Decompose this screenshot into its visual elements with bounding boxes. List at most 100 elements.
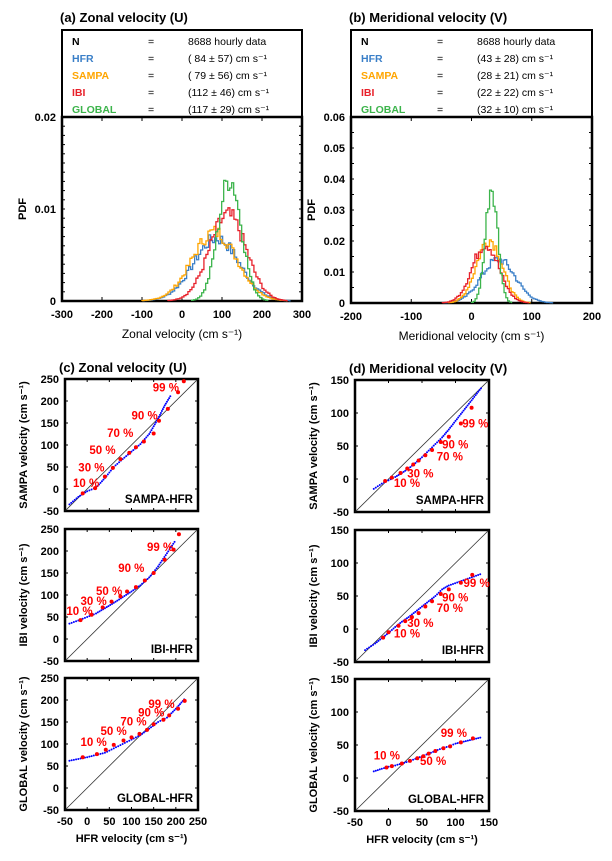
legend-equals: = bbox=[437, 53, 443, 65]
qq-point bbox=[108, 471, 111, 474]
x-tick-label: 100 bbox=[446, 817, 464, 829]
legend-equals: = bbox=[437, 104, 443, 116]
percentile-label: 90 % bbox=[442, 440, 468, 452]
qq-point bbox=[475, 574, 478, 577]
y-axis-label: PDF bbox=[17, 198, 29, 220]
qq-point bbox=[404, 469, 407, 472]
qq-point bbox=[479, 387, 482, 390]
y-tick-label: 150 bbox=[331, 375, 349, 387]
percentile-marker bbox=[446, 434, 451, 439]
qq-point bbox=[374, 486, 377, 489]
y-tick-label: 100 bbox=[331, 408, 349, 420]
qq-point bbox=[412, 758, 415, 761]
percentile-marker bbox=[93, 486, 98, 491]
percentile-marker bbox=[94, 752, 99, 757]
qq-point bbox=[92, 754, 95, 757]
qq-point bbox=[477, 574, 480, 577]
qq-point bbox=[450, 425, 453, 428]
percentile-label: 70 % bbox=[437, 452, 463, 464]
qq-point bbox=[447, 584, 450, 587]
percentile-label: 10 % bbox=[81, 737, 107, 749]
y-tick-label: 0.04 bbox=[324, 174, 346, 186]
qq-point bbox=[459, 413, 462, 416]
qq-point bbox=[451, 582, 454, 585]
qq-point bbox=[86, 490, 89, 493]
percentile-marker bbox=[182, 698, 187, 703]
percentile-marker bbox=[151, 571, 156, 575]
qq-point bbox=[139, 584, 142, 587]
y-tick-label: 100 bbox=[41, 590, 59, 602]
identity-line bbox=[64, 528, 199, 662]
chart-title: (a) Zonal velocity (U) bbox=[60, 10, 188, 25]
qq-point bbox=[90, 488, 93, 491]
qq-point bbox=[449, 426, 452, 429]
percentile-marker bbox=[176, 390, 181, 395]
qq-point bbox=[139, 443, 142, 446]
qq-point bbox=[108, 749, 111, 752]
y-tick-label: 0 bbox=[343, 624, 349, 636]
percentile-marker bbox=[142, 578, 147, 583]
qq-point bbox=[153, 423, 156, 426]
legend-label-ibi: IBI bbox=[72, 87, 86, 99]
percentile-marker bbox=[176, 706, 181, 711]
qq-point bbox=[446, 585, 449, 588]
percentile-marker bbox=[407, 758, 412, 763]
qq-point bbox=[375, 641, 378, 644]
x-tick-label: 50 bbox=[103, 816, 115, 828]
percentile-marker bbox=[129, 735, 134, 740]
percentile-marker bbox=[470, 572, 475, 577]
qq-point bbox=[366, 647, 369, 650]
y-tick-label: 100 bbox=[41, 440, 59, 452]
qq-point bbox=[134, 736, 137, 739]
qq-point bbox=[417, 608, 420, 611]
qq-point bbox=[70, 759, 73, 762]
x-tick-label: 50 bbox=[416, 817, 428, 829]
percentile-marker bbox=[426, 751, 431, 756]
y-tick-label: 250 bbox=[41, 374, 59, 386]
qq-point bbox=[164, 402, 167, 405]
qq-point bbox=[117, 745, 120, 748]
qq-point bbox=[457, 416, 460, 419]
qq-point bbox=[159, 411, 162, 414]
percentile-marker bbox=[423, 453, 428, 458]
qq-point bbox=[99, 481, 102, 484]
qq-point bbox=[123, 595, 126, 598]
qq-point bbox=[75, 497, 78, 500]
percentile-marker bbox=[110, 465, 115, 470]
legend-value-ibi: (22 ± 22) cm s⁻¹ bbox=[477, 87, 554, 99]
y-tick-label: 200 bbox=[41, 546, 59, 558]
y-tick-label: 50 bbox=[337, 441, 349, 453]
pair-label: IBI-HFR bbox=[151, 644, 194, 656]
qq-panel-sampa-hfr: -50 0 50 100 150 200 250 SAMPA velocity (cm s⁻¹… bbox=[18, 374, 200, 518]
percentile-label: 50 % bbox=[420, 756, 446, 768]
qq-point bbox=[468, 577, 471, 580]
histogram-sampa bbox=[141, 225, 288, 302]
y-tick-label: 100 bbox=[331, 707, 349, 719]
qq-point bbox=[432, 444, 435, 447]
qq-point bbox=[392, 627, 395, 630]
qq-point bbox=[477, 390, 480, 393]
qq-point bbox=[447, 428, 450, 431]
percentile-marker bbox=[167, 713, 172, 718]
chart-title: (d) Meridional velocity (V) bbox=[349, 361, 507, 376]
percentile-marker bbox=[386, 630, 391, 635]
qq-point bbox=[72, 758, 75, 761]
percentile-marker bbox=[103, 747, 108, 752]
qq-point bbox=[364, 649, 367, 652]
percentile-marker bbox=[145, 727, 150, 732]
percentile-label: 70 % bbox=[107, 428, 133, 440]
qq-point bbox=[86, 756, 89, 759]
percentile-label: 90 % bbox=[138, 708, 164, 720]
pair-label: GLOBAL-HFR bbox=[117, 793, 194, 805]
percentile-marker bbox=[421, 754, 426, 759]
y-tick-label: 0 bbox=[53, 634, 59, 646]
x-tick-label: 0 bbox=[385, 817, 391, 829]
qq-point bbox=[466, 739, 469, 742]
qq-point bbox=[415, 609, 418, 612]
percentile-marker bbox=[133, 445, 138, 450]
percentile-marker bbox=[118, 594, 123, 599]
qq-point bbox=[116, 599, 119, 602]
qq-point bbox=[109, 469, 112, 472]
